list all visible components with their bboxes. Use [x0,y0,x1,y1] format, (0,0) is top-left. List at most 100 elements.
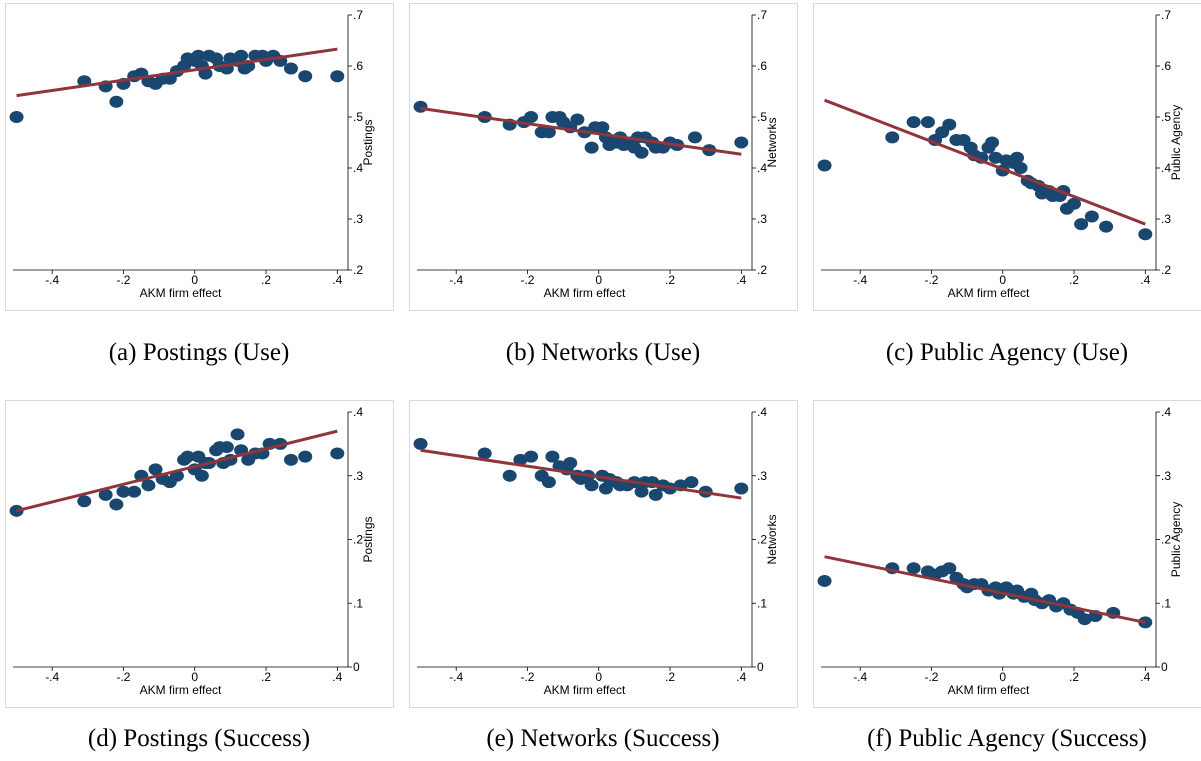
x-axis-title: AKM firm effect [140,286,222,300]
scatter-point [141,479,156,492]
y-tick-label: .3 [757,212,767,226]
x-tick-label: 0 [999,273,1006,287]
y-tick-label: .3 [353,469,363,483]
scatter-point [885,131,900,144]
scatter-point [1077,613,1092,626]
scatter-point [116,485,131,498]
scatter-point [1074,218,1089,231]
y-tick-label: .2 [1161,263,1171,277]
scatter-point [648,488,663,501]
panel-frame [813,400,1201,708]
y-tick-label: .2 [1161,533,1171,547]
y-tick-label: 0 [757,660,764,674]
scatter-point [413,100,428,113]
panel: -.4 -.2 0 .2 .4 0 .1 .2 .3 .4 AKM firm effect Publi… [813,400,1201,708]
scatter-point [1099,220,1114,233]
scatter-point [413,437,428,450]
y-tick-label: .6 [353,59,363,73]
caption: (f) Public Agency (Success) [867,725,1147,752]
x-tick-label: -.4 [45,273,59,287]
scatter-point [1010,151,1025,164]
scatter-point [920,116,935,129]
x-tick-label: -.2 [924,670,938,684]
x-tick-label: .4 [332,670,342,684]
x-tick-label: .4 [736,273,746,287]
scatter-point [541,126,556,139]
x-axis-title: AKM firm effect [544,683,626,697]
scatter-point [817,159,832,172]
scatter-point [598,482,613,495]
y-tick-label: .6 [757,59,767,73]
x-tick-label: 0 [191,670,198,684]
panel: -.4 -.2 0 .2 .4 .2 .3 .4 .5 .6 .7 AKM firm effect Po… [5,3,394,311]
y-axis-title: Public Agency [1169,105,1183,180]
scatter-point [109,498,124,511]
y-tick-label: .3 [1161,469,1171,483]
x-tick-label: -.4 [449,273,463,287]
panel: -.4 -.2 0 .2 .4 0 .1 .2 .3 .4 AKM firm effect Posti… [5,400,394,708]
scatter-point [1067,197,1082,210]
y-tick-label: .3 [1161,212,1171,226]
scatter-point [9,111,24,123]
y-tick-label: .4 [757,161,767,175]
scatter-point [283,453,298,466]
x-tick-label: .2 [665,273,675,287]
scatter-point [1013,162,1028,174]
fit-line [824,98,1146,226]
y-tick-label: .3 [757,469,767,483]
x-tick-label: 0 [595,273,602,287]
x-tick-label: 0 [999,670,1006,684]
y-tick-label: .5 [353,110,363,124]
scatter-point [584,479,599,492]
caption: (d) Postings (Success) [88,725,310,752]
y-axis-title: Postings [361,119,375,165]
x-tick-label: -.2 [520,670,534,684]
scatter-point [985,136,1000,149]
x-axis-title: AKM firm effect [948,683,1030,697]
scatter-point [734,136,749,149]
x-tick-label: -.4 [853,273,867,287]
x-tick-label: .2 [665,670,675,684]
scatter-point [684,476,699,489]
scatter-point [687,131,702,144]
y-tick-label: .1 [757,596,767,610]
panel-frame [409,3,798,311]
scatter-point [502,469,517,482]
scatter-point [541,476,556,489]
scatter-point [283,62,298,75]
y-tick-label: .2 [757,533,767,547]
y-axis-title: Public Agency [1169,502,1183,577]
scatter-point [595,121,610,134]
scatter-point [513,453,528,466]
scatter-point [330,447,345,460]
x-tick-label: .4 [736,670,746,684]
x-tick-label: .2 [261,670,271,684]
x-tick-label: .4 [332,273,342,287]
fit-line [420,448,742,500]
scatter-point [906,562,921,575]
y-tick-label: .1 [353,596,363,610]
scatter-point [98,488,113,501]
panel: -.4 -.2 0 .2 .4 0 .1 .2 .3 .4 AKM firm effect Netwo… [409,400,798,708]
scatter-point [330,70,345,83]
scatter-point [77,495,92,508]
y-tick-label: .5 [757,110,767,124]
scatter-point [563,457,578,469]
y-tick-label: .4 [353,405,363,419]
x-tick-label: .4 [1140,670,1150,684]
fit-line [824,555,1146,624]
y-axis-title: Networks [765,514,779,564]
panel: -.4 -.2 0 .2 .4 .2 .3 .4 .5 .6 .7 AKM firm effect Ne… [409,3,798,311]
y-axis-title: Postings [361,516,375,562]
scatter-point [1084,210,1099,223]
x-tick-label: .4 [1140,273,1150,287]
y-tick-label: .7 [757,8,767,22]
x-tick-label: -.2 [520,273,534,287]
x-tick-label: .2 [1069,273,1079,287]
y-tick-label: .7 [1161,8,1171,22]
panel-frame [5,400,394,708]
scatter-point [234,49,249,62]
caption: (b) Networks (Use) [506,339,700,366]
scatter-point [570,113,585,126]
